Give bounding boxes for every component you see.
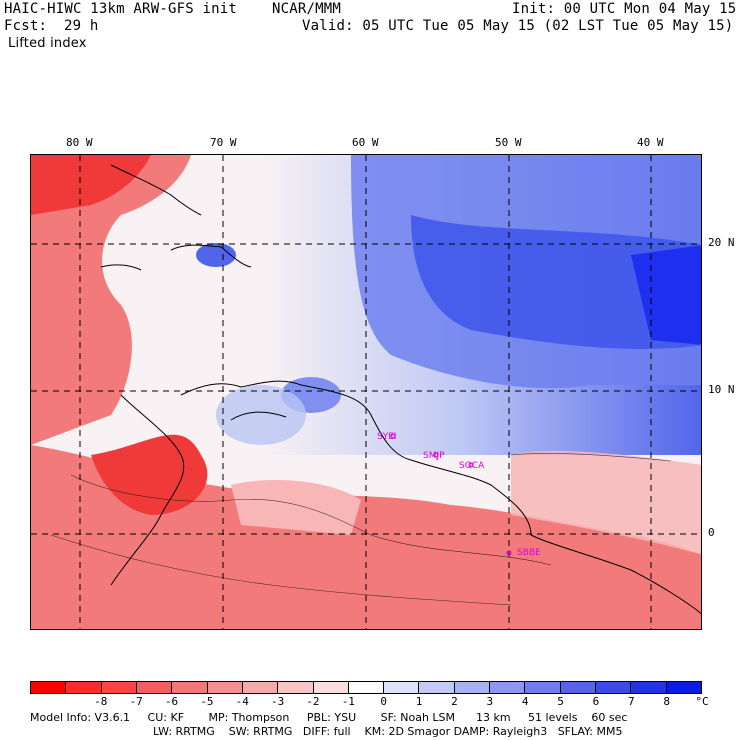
longitude-label: 80 W bbox=[66, 136, 93, 149]
color-scale-tick-label: -1 bbox=[341, 695, 355, 708]
contour-line bbox=[510, 453, 672, 462]
color-scale-cell bbox=[525, 682, 561, 693]
south-america-coast bbox=[180, 380, 701, 615]
color-scale-cell bbox=[101, 682, 137, 693]
color-scale-cell bbox=[560, 682, 596, 693]
cuba-coast bbox=[110, 164, 202, 216]
unstable-pocket-colombia bbox=[91, 434, 208, 515]
latitude-label: 10 N bbox=[708, 383, 735, 396]
color-scale-tick-label: 3 bbox=[486, 695, 494, 708]
longitude-label: 60 W bbox=[352, 136, 379, 149]
color-scale-cell bbox=[384, 682, 420, 693]
stable-pocket-venezuela bbox=[216, 385, 306, 445]
color-scale-cell bbox=[348, 682, 385, 693]
longitude-label: 40 W bbox=[637, 136, 664, 149]
lake-coast bbox=[230, 411, 287, 421]
color-scale-tick-label: -6 bbox=[164, 695, 179, 708]
maximum-stable-core bbox=[631, 245, 701, 345]
color-scale-tick-label: 5 bbox=[557, 695, 564, 708]
color-scale-cell bbox=[242, 682, 279, 693]
color-scale-tick-label: 4 bbox=[521, 695, 529, 708]
station-markers bbox=[390, 433, 512, 556]
longitude-label: 70 W bbox=[210, 136, 237, 149]
color-scale-cell bbox=[278, 682, 314, 693]
station-label: SMJP bbox=[423, 451, 445, 461]
station-marker bbox=[506, 550, 512, 556]
color-scale-cell bbox=[31, 682, 67, 693]
latitude-label: 20 N bbox=[708, 236, 735, 249]
weak-unstable-region-atlantic bbox=[511, 450, 701, 555]
model-info-line1: Model Info: V3.6.1 CU: KF MP: Thompson P… bbox=[30, 711, 628, 724]
map-canvas bbox=[31, 155, 701, 629]
model-info-line2: LW: RRTMG SW: RRTMG DIFF: full KM: 2D Sm… bbox=[153, 725, 623, 738]
station-marker bbox=[433, 452, 439, 458]
init-time: Init: 00 UTC Mon 04 May 15 bbox=[512, 1, 737, 17]
very-stable-core bbox=[411, 215, 701, 349]
longitude-label: 50 W bbox=[495, 136, 522, 149]
contours bbox=[50, 453, 672, 606]
color-scale-tick-label: 6 bbox=[592, 695, 600, 708]
color-scale-cell bbox=[172, 682, 208, 693]
graticule bbox=[31, 155, 701, 629]
central-america-coast bbox=[110, 394, 185, 586]
color-scale-tick-label: 8 bbox=[663, 695, 670, 708]
color-scale-tick-label: 7 bbox=[627, 695, 635, 708]
color-scale-tick-label: -7 bbox=[129, 695, 143, 708]
model-title: HAIC-HIWC 13km ARW-GFS init bbox=[4, 1, 237, 17]
color-scale-tick-label: -3 bbox=[270, 695, 285, 708]
color-scale-tick-label: -2 bbox=[306, 695, 320, 708]
contour-line bbox=[50, 534, 512, 606]
color-scale-cell bbox=[136, 682, 173, 693]
color-scale-cell bbox=[66, 682, 102, 693]
contour-line bbox=[70, 474, 552, 566]
station-label: SYEI bbox=[377, 432, 397, 442]
field-name: Lifted index bbox=[8, 36, 87, 51]
station-marker bbox=[468, 462, 474, 468]
station-label: SOCA bbox=[459, 461, 485, 471]
lifted-index-map bbox=[30, 154, 702, 630]
color-scale-tick-label: -4 bbox=[235, 695, 249, 708]
valid-time: Valid: 05 UTC Tue 05 May 15 (02 LST Tue … bbox=[302, 18, 734, 34]
color-scale-cell bbox=[490, 682, 526, 693]
color-scale-tick-label: -8 bbox=[94, 695, 108, 708]
hispaniola-coast bbox=[170, 244, 252, 268]
color-scale-tick-label: 0 bbox=[380, 695, 387, 708]
organization-label: NCAR/MMM bbox=[272, 1, 342, 17]
color-scale-cell bbox=[207, 682, 243, 693]
color-scale-unit: °C bbox=[695, 695, 709, 708]
color-scale-tick-label: 2 bbox=[451, 695, 458, 708]
weak-unstable-region-venezuela bbox=[231, 480, 361, 535]
forecast-hours: 29 h bbox=[64, 18, 99, 34]
color-scale-cell bbox=[666, 682, 701, 693]
jamaica-coast bbox=[100, 264, 142, 271]
unstable-region-west bbox=[31, 155, 191, 445]
coastlines bbox=[100, 164, 701, 615]
color-scale-cell bbox=[313, 682, 349, 693]
station-label: SBBE bbox=[517, 548, 541, 558]
color-scale bbox=[30, 681, 702, 694]
color-scale-tick-label: 1 bbox=[415, 695, 423, 708]
latitude-label: 0 bbox=[708, 526, 715, 539]
station-marker bbox=[390, 433, 396, 439]
forecast-label: Fcst: bbox=[4, 18, 48, 34]
color-scale-cell bbox=[454, 682, 491, 693]
color-scale-cell bbox=[631, 682, 667, 693]
color-scale-tick-label: -5 bbox=[200, 695, 214, 708]
stable-pocket-hispaniola bbox=[196, 243, 236, 267]
color-scale-cell bbox=[419, 682, 455, 693]
color-scale-cell bbox=[596, 682, 632, 693]
